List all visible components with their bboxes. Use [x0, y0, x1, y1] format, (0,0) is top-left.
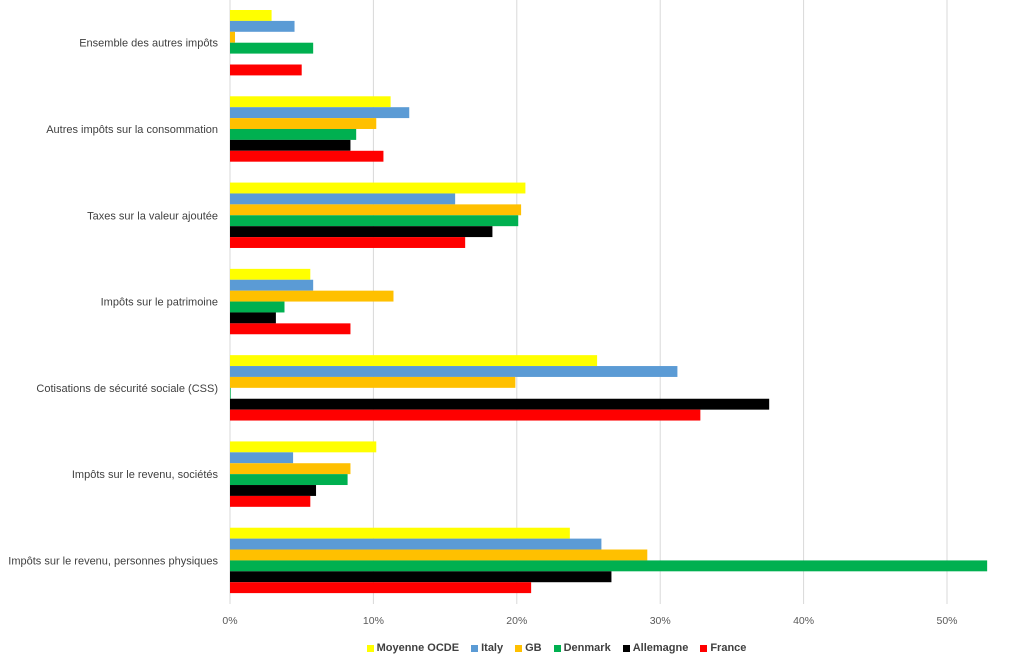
legend-label: Denmark: [563, 642, 611, 654]
category-labels: Ensemble des autres impôts Autres impôts …: [8, 38, 218, 568]
bars: [230, 10, 988, 594]
category-label: Impôts sur le patrimoine: [101, 297, 218, 309]
x-tick-label: 0%: [222, 615, 237, 627]
legend-swatch: [622, 644, 630, 652]
x-tick-label: 20%: [506, 615, 527, 627]
legend-item: Italy: [471, 642, 503, 654]
bar-moyenne-ocde: [230, 182, 526, 194]
bar-gb: [230, 549, 648, 561]
gridlines: [229, 0, 948, 604]
bar-france: [230, 582, 532, 594]
x-tick-label: 30%: [650, 615, 671, 627]
legend-label: Allemagne: [632, 642, 689, 654]
bar-france: [230, 409, 701, 421]
bar-gb: [230, 204, 522, 216]
bar-denmark: [230, 387, 231, 399]
legend-swatch: [471, 644, 479, 652]
x-tick-label: 10%: [363, 615, 384, 627]
bar-france: [230, 323, 351, 335]
x-tick-labels: 0% 10% 20% 30% 40% 50%: [222, 615, 957, 627]
x-tick-label: 50%: [936, 615, 957, 627]
legend-swatch: [553, 644, 561, 652]
bar-gb: [230, 31, 236, 43]
category-label: Cotisations de sécurité sociale (CSS): [36, 383, 218, 395]
bar-gb: [230, 463, 351, 475]
bar-allemagne: [230, 485, 317, 496]
bar-denmark: [230, 474, 348, 486]
bar-moyenne-ocde: [230, 10, 272, 21]
category-label: Impôts sur le revenu, personnes physique…: [8, 555, 218, 567]
legend-label: Moyenne OCDE: [376, 642, 460, 654]
bar-allemagne: [230, 312, 276, 324]
category-label: Impôts sur le revenu, sociétés: [72, 469, 219, 481]
legend-label: Italy: [481, 642, 504, 654]
legend-swatch: [515, 644, 523, 652]
bar-allemagne: [230, 398, 770, 410]
bar-italy: [230, 107, 410, 119]
bar-denmark: [230, 215, 519, 227]
bar-denmark: [230, 560, 988, 572]
bar-france: [230, 64, 302, 76]
bar-allemagne: [230, 139, 351, 151]
bar-france: [230, 495, 311, 507]
legend-item: GB: [515, 642, 542, 654]
bar-moyenne-ocde: [230, 268, 311, 280]
bar-moyenne-ocde: [230, 355, 598, 367]
bar-france: [230, 237, 466, 248]
bar-denmark: [230, 42, 314, 54]
legend-label: France: [710, 642, 747, 654]
bar-italy: [230, 366, 678, 377]
bar-moyenne-ocde: [230, 527, 570, 539]
legend-label: GB: [525, 642, 542, 654]
legend: Moyenne OCDE Italy GB Denmark Allemagne Franc…: [0, 640, 1023, 656]
legend-item: Denmark: [553, 642, 611, 654]
bar-allemagne: [230, 226, 493, 238]
bar-gb: [230, 376, 516, 388]
bar-chart: Ensemble des autres impôts Autres impôts …: [8, 0, 988, 627]
bar-italy: [230, 20, 295, 32]
category-label: Taxes sur la valeur ajoutée: [87, 210, 218, 222]
category-label: Autres impôts sur la consommation: [46, 124, 218, 136]
category-label: Ensemble des autres impôts: [79, 38, 218, 50]
legend-item: Allemagne: [622, 642, 689, 654]
bar-denmark: [230, 301, 285, 313]
legend-item: Moyenne OCDE: [366, 642, 460, 654]
bar-moyenne-ocde: [230, 441, 377, 453]
bar-moyenne-ocde: [230, 96, 391, 108]
legend-swatch: [366, 644, 374, 652]
legend-swatch: [700, 644, 708, 652]
bar-italy: [230, 193, 456, 205]
bar-italy: [230, 452, 294, 464]
bar-gb: [230, 118, 377, 129]
x-tick-label: 40%: [793, 615, 814, 627]
bar-allemagne: [230, 571, 612, 583]
bar-italy: [230, 279, 314, 291]
bar-italy: [230, 538, 602, 550]
bar-gb: [230, 290, 394, 302]
bar-france: [230, 150, 384, 162]
bar-denmark: [230, 128, 357, 140]
legend-item: France: [700, 642, 746, 654]
